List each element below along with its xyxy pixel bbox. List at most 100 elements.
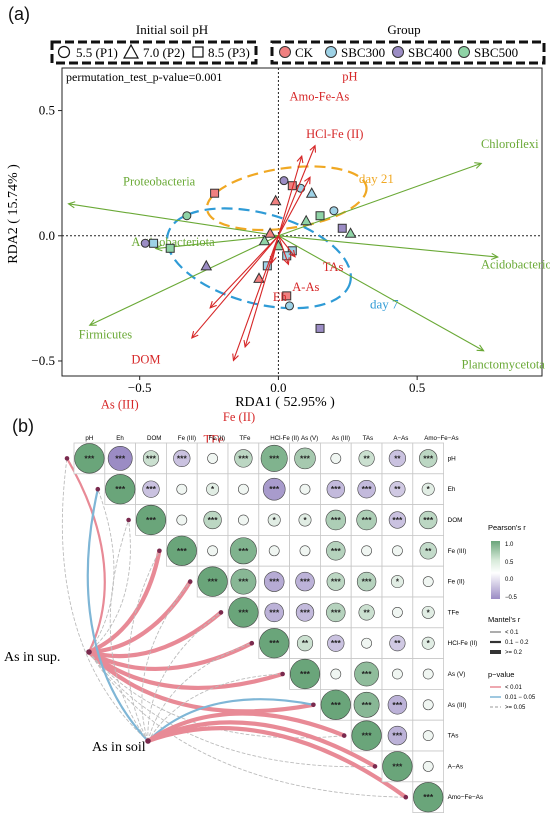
- mantel-link: [147, 642, 253, 742]
- matrix-node: [280, 671, 285, 677]
- corr-circle: [105, 474, 136, 505]
- corr-circle: [238, 514, 249, 526]
- row-label: Amo−Fe−As: [448, 794, 484, 801]
- matrix-node: [126, 517, 131, 523]
- significance-label: **: [363, 454, 370, 463]
- corr-circle: [392, 607, 403, 618]
- p-value-item: 0.01 − 0.05: [505, 695, 536, 701]
- significance-label: ***: [331, 515, 342, 525]
- env-vector-arrowhead: [243, 339, 251, 349]
- rda-layer: −0.5 0.0 0.5 −0.5 0.0 0.5 day 21 day 7 Chlorofle…: [31, 68, 550, 447]
- mantel-link: [147, 611, 222, 742]
- corr-circle: [387, 695, 408, 715]
- significance-label: ***: [392, 515, 403, 525]
- sample-point: [300, 214, 313, 226]
- mantel-link: [128, 550, 160, 742]
- mantel-link: [146, 698, 315, 743]
- corr-circle: [142, 450, 160, 467]
- corr-circle: [388, 449, 407, 468]
- corr-circle: [294, 447, 316, 470]
- significance-label: **: [425, 547, 432, 556]
- corr-circle: [326, 602, 346, 623]
- row-label: A−As: [448, 763, 463, 770]
- taxa-vector-arrowhead: [476, 344, 485, 352]
- y-tick-label: −0.5: [31, 353, 55, 368]
- env-label: Eh: [273, 290, 288, 304]
- column-label: TAs: [363, 435, 374, 442]
- corr-circle: [107, 445, 133, 471]
- corr-circle: [74, 443, 105, 474]
- corr-circle: [260, 444, 288, 472]
- mantel-link: [141, 581, 191, 742]
- significance-label: ***: [238, 577, 249, 587]
- significance-label: *: [427, 639, 431, 648]
- sample-point: [149, 238, 159, 248]
- column-label: Fe (II): [209, 435, 226, 442]
- mantel-layer: [61, 456, 409, 800]
- env-vector-arrowhead: [288, 249, 296, 258]
- corr-circle: [299, 483, 311, 495]
- corr-circle: [356, 509, 377, 531]
- panel-b-label: (b): [12, 416, 34, 436]
- corr-circle: [422, 761, 434, 772]
- corr-circle: [206, 482, 220, 496]
- mantel-link: [65, 457, 106, 654]
- p-value-item: >= 0.05: [505, 705, 526, 711]
- significance-label: ***: [423, 453, 434, 463]
- permutation-text: permutation_test_p-value=0.001: [66, 70, 222, 84]
- mantel-r-legend-title: Mantel's r: [488, 615, 521, 624]
- pearson-tick: −0.5: [505, 595, 518, 601]
- mantel-link: [88, 488, 115, 653]
- matrix-cell: [381, 504, 414, 536]
- row-label: TAs: [448, 733, 459, 740]
- sample-point: [282, 291, 292, 301]
- env-vector-line: [244, 235, 279, 348]
- matrix-node: [311, 702, 316, 708]
- taxa-label: Planctomycetota: [462, 357, 546, 371]
- rda-y-axis-label: RDA2 ( 15.74% ): [6, 164, 21, 264]
- significance-label: ***: [269, 577, 280, 587]
- sample-point: [344, 227, 357, 238]
- env-label: TAs: [323, 260, 344, 274]
- sample-point: [258, 234, 271, 246]
- significance-label: ***: [362, 669, 373, 679]
- env-vector-line: [277, 235, 289, 265]
- significance-label: **: [302, 639, 309, 648]
- pearson-tick: 0.0: [505, 577, 514, 583]
- corr-circle: [299, 545, 311, 557]
- significance-label: ***: [362, 577, 373, 587]
- significance-label: ***: [331, 607, 342, 617]
- row-label: pH: [448, 455, 457, 462]
- matrix-cell: [381, 689, 414, 721]
- row-label: Fe (II): [448, 579, 465, 586]
- corr-circle: [419, 510, 438, 530]
- significance-label: *: [396, 578, 400, 587]
- significance-label: ***: [146, 515, 157, 525]
- corr-circle: [387, 725, 408, 746]
- matrix-cell: [412, 596, 444, 629]
- env-label: Amo-Fe-As: [290, 90, 350, 104]
- legend-ph-title: Initial soil pH: [136, 22, 208, 37]
- y-tick-label: 0.5: [39, 103, 55, 118]
- taxa-label: Proteobacteria: [123, 175, 196, 189]
- column-label: DOM: [147, 435, 161, 442]
- row-label: TFe: [448, 609, 460, 616]
- column-label: pH: [85, 435, 93, 442]
- taxa-vector-line: [89, 235, 279, 326]
- corr-circle: [295, 603, 315, 622]
- corr-circle: [419, 542, 437, 560]
- significance-label: ***: [269, 607, 280, 617]
- significance-label: ***: [331, 577, 342, 587]
- row-label: As (III): [448, 702, 467, 709]
- corr-circle: [422, 730, 434, 741]
- mantel-r-item: 0.1 − 0.2: [505, 640, 529, 646]
- corr-circle: [358, 450, 375, 467]
- corr-circle: [421, 482, 435, 496]
- env-label: pH: [342, 70, 357, 84]
- env-vector-line: [277, 145, 316, 236]
- legend-group-title: Group: [387, 22, 420, 37]
- corr-circle: [197, 566, 228, 597]
- corr-circle: [422, 699, 434, 711]
- significance-label: ***: [392, 700, 403, 710]
- significance-label: ***: [238, 546, 249, 556]
